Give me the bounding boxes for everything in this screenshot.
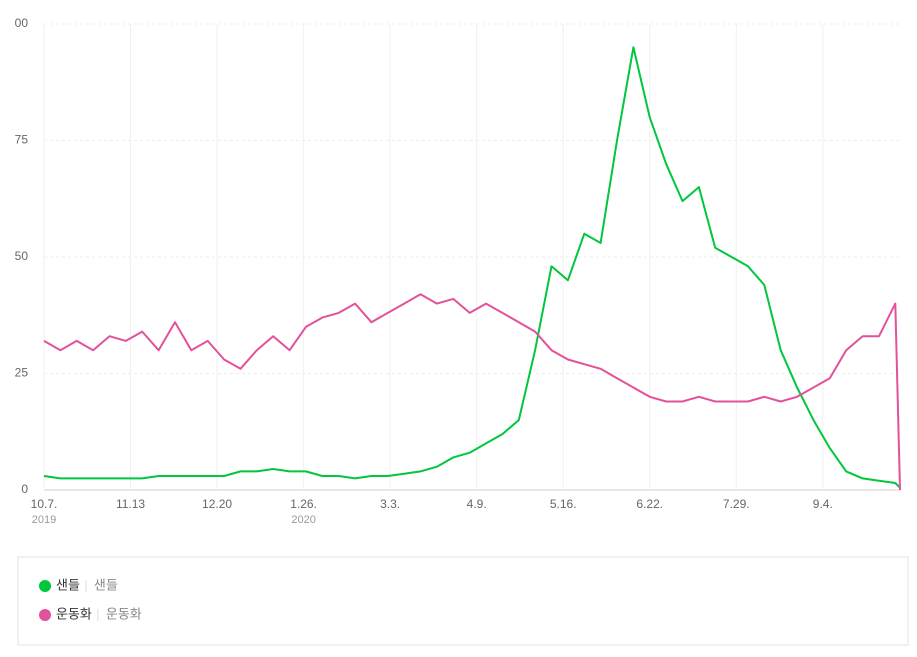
series-line — [43, 293, 901, 491]
x-tick-label: 3.3. — [380, 497, 400, 511]
legend-label: 운동화 — [56, 606, 92, 621]
x-tick-label: 9.4. — [813, 497, 833, 511]
legend-sub-label: 샌들 — [94, 577, 118, 592]
y-tick-label: 0 — [21, 482, 28, 496]
x-tick-year: 2019 — [32, 514, 56, 526]
x-tick-label: 4.9. — [467, 497, 487, 511]
legend-marker — [39, 580, 51, 592]
x-tick-label: 1.26. — [290, 497, 317, 511]
x-tick-label: 11.13 — [116, 497, 145, 511]
y-tick-label: 00 — [15, 16, 29, 30]
legend-label: 샌들 — [56, 577, 80, 592]
x-tick-year: 2020 — [291, 514, 315, 526]
x-tick-label: 10.7. — [31, 497, 58, 511]
y-tick-label: 50 — [15, 249, 29, 263]
y-tick-label: 25 — [15, 366, 29, 380]
x-tick-label: 6.22. — [636, 497, 663, 511]
x-tick-label: 12.20 — [202, 497, 232, 511]
x-tick-label: 5.16. — [550, 497, 577, 511]
legend-box — [17, 556, 909, 646]
legend-marker — [39, 609, 51, 621]
series-line — [43, 46, 901, 489]
legend-sub-label: 운동화 — [106, 606, 142, 621]
y-tick-label: 75 — [15, 133, 29, 147]
x-tick-label: 7.29. — [723, 497, 750, 511]
